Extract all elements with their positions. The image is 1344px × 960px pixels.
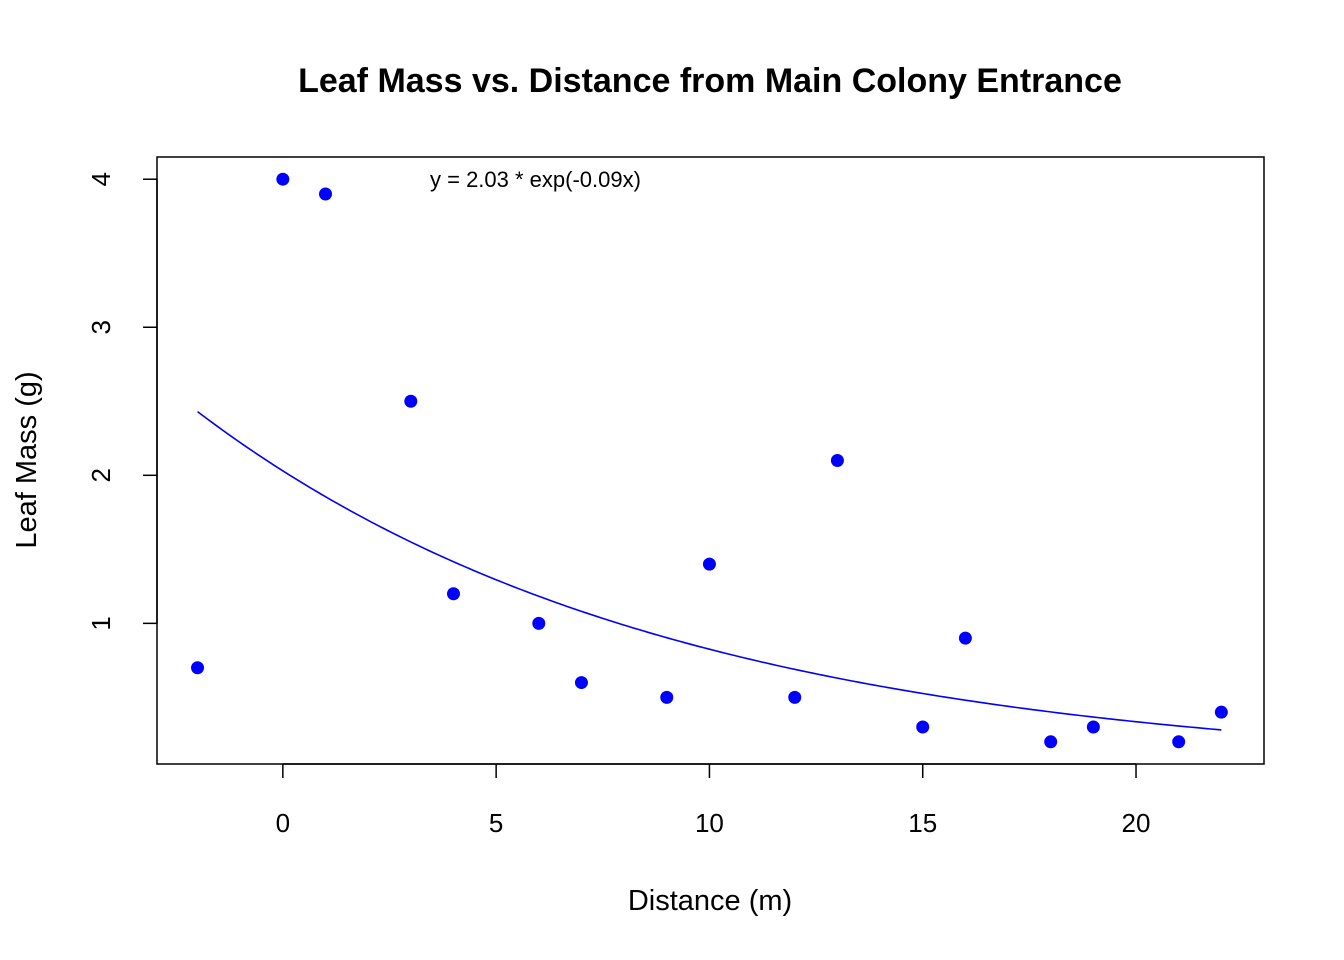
data-point	[660, 690, 674, 704]
x-axis-label: Distance (m)	[628, 885, 792, 917]
data-point	[191, 661, 205, 675]
y-tick-label: 4	[86, 172, 116, 186]
x-axis: 0 5 10 15 20	[276, 763, 1151, 838]
data-point	[788, 690, 802, 704]
y-tick-label: 2	[86, 468, 116, 482]
data-point	[702, 557, 716, 571]
data-point	[574, 676, 588, 690]
data-point	[1044, 735, 1058, 749]
fit-curve	[197, 410, 1222, 731]
x-tick-label: 0	[276, 808, 290, 838]
data-point	[1172, 735, 1186, 749]
chart-title: Leaf Mass vs. Distance from Main Colony …	[298, 62, 1122, 100]
data-point	[404, 394, 418, 408]
data-point	[319, 187, 333, 201]
x-tick-label: 5	[489, 808, 503, 838]
data-point	[916, 720, 930, 734]
y-tick-label: 3	[86, 320, 116, 334]
plot-frame	[156, 156, 1265, 765]
y-axis: 1 2 3 4	[86, 172, 158, 631]
x-tick-label: 20	[1122, 808, 1151, 838]
data-point	[958, 631, 972, 645]
data-point	[830, 454, 844, 467]
data-point	[1086, 720, 1100, 734]
x-tick-label: 10	[695, 808, 724, 838]
data-point	[532, 616, 546, 630]
data-point	[276, 172, 290, 186]
data-point	[446, 587, 460, 601]
x-tick-label: 15	[908, 808, 937, 838]
y-tick-label: 1	[86, 616, 116, 630]
fit-equation-annotation: y = 2.03 * exp(-0.09x)	[430, 167, 641, 192]
data-points	[191, 172, 1228, 749]
data-point	[1214, 705, 1228, 719]
y-axis-label: Leaf Mass (g)	[11, 371, 43, 548]
